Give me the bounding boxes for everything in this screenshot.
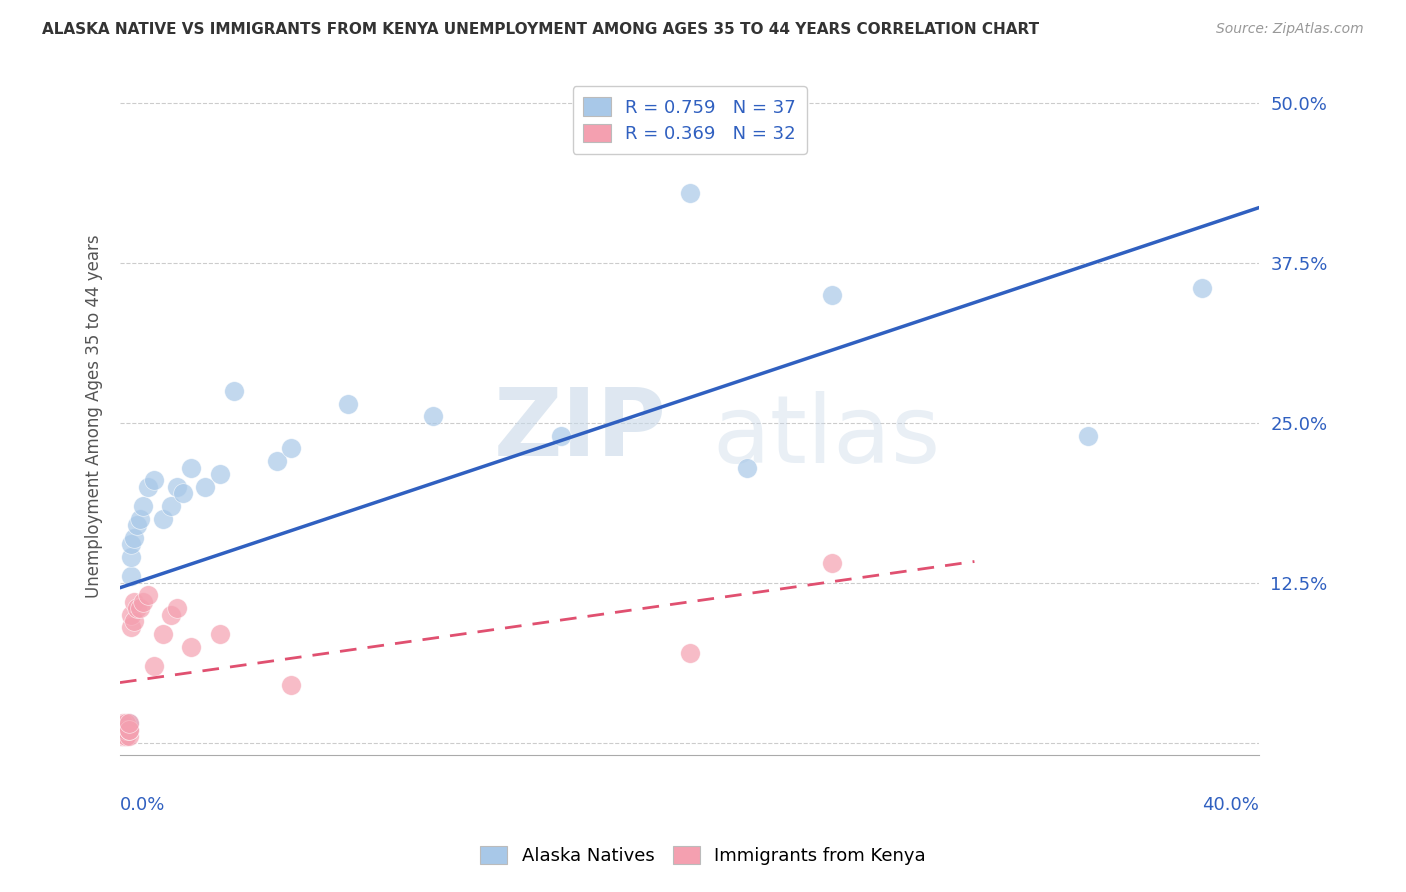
Point	[122, 595, 145, 609]
Point	[114, 723, 136, 737]
Point	[114, 723, 136, 737]
Point	[208, 467, 231, 481]
Point	[132, 499, 155, 513]
Point	[111, 716, 134, 731]
Point	[120, 537, 142, 551]
Y-axis label: Unemployment Among Ages 35 to 44 years: Unemployment Among Ages 35 to 44 years	[86, 235, 103, 599]
Point	[160, 607, 183, 622]
Point	[114, 723, 136, 737]
Point	[143, 474, 166, 488]
Text: atlas: atlas	[713, 391, 941, 483]
Point	[117, 723, 139, 737]
Point	[114, 729, 136, 743]
Point	[821, 557, 844, 571]
Point	[166, 601, 188, 615]
Point	[120, 550, 142, 565]
Point	[120, 620, 142, 634]
Point	[160, 499, 183, 513]
Point	[550, 428, 572, 442]
Point	[108, 729, 131, 743]
Point	[1191, 281, 1213, 295]
Point	[108, 729, 131, 743]
Point	[111, 723, 134, 737]
Point	[117, 729, 139, 743]
Point	[208, 627, 231, 641]
Point	[821, 288, 844, 302]
Point	[180, 460, 202, 475]
Point	[1077, 428, 1099, 442]
Point	[336, 396, 359, 410]
Text: ZIP: ZIP	[494, 384, 666, 476]
Text: 0.0%: 0.0%	[120, 796, 166, 814]
Point	[111, 729, 134, 743]
Point	[280, 678, 302, 692]
Point	[117, 716, 139, 731]
Point	[678, 646, 700, 660]
Point	[152, 627, 174, 641]
Point	[111, 729, 134, 743]
Point	[122, 531, 145, 545]
Point	[266, 454, 288, 468]
Point	[117, 716, 139, 731]
Point	[114, 716, 136, 731]
Point	[120, 569, 142, 583]
Point	[111, 729, 134, 743]
Legend: R = 0.759   N = 37, R = 0.369   N = 32: R = 0.759 N = 37, R = 0.369 N = 32	[572, 87, 807, 154]
Point	[138, 480, 160, 494]
Point	[422, 409, 444, 424]
Point	[172, 486, 194, 500]
Point	[194, 480, 217, 494]
Point	[111, 729, 134, 743]
Point	[120, 607, 142, 622]
Point	[138, 589, 160, 603]
Point	[114, 720, 136, 734]
Point	[180, 640, 202, 654]
Point	[125, 601, 148, 615]
Point	[143, 658, 166, 673]
Point	[735, 460, 758, 475]
Point	[114, 729, 136, 743]
Point	[129, 512, 152, 526]
Point	[122, 614, 145, 628]
Point	[117, 723, 139, 737]
Point	[222, 384, 245, 398]
Point	[129, 601, 152, 615]
Point	[125, 518, 148, 533]
Point	[111, 723, 134, 737]
Point	[132, 595, 155, 609]
Point	[166, 480, 188, 494]
Point	[111, 729, 134, 743]
Point	[114, 729, 136, 743]
Point	[280, 442, 302, 456]
Legend: Alaska Natives, Immigrants from Kenya: Alaska Natives, Immigrants from Kenya	[471, 837, 935, 874]
Text: 40.0%: 40.0%	[1202, 796, 1260, 814]
Text: Source: ZipAtlas.com: Source: ZipAtlas.com	[1216, 22, 1364, 37]
Point	[117, 723, 139, 737]
Point	[152, 512, 174, 526]
Point	[111, 729, 134, 743]
Text: ALASKA NATIVE VS IMMIGRANTS FROM KENYA UNEMPLOYMENT AMONG AGES 35 TO 44 YEARS CO: ALASKA NATIVE VS IMMIGRANTS FROM KENYA U…	[42, 22, 1039, 37]
Point	[678, 186, 700, 200]
